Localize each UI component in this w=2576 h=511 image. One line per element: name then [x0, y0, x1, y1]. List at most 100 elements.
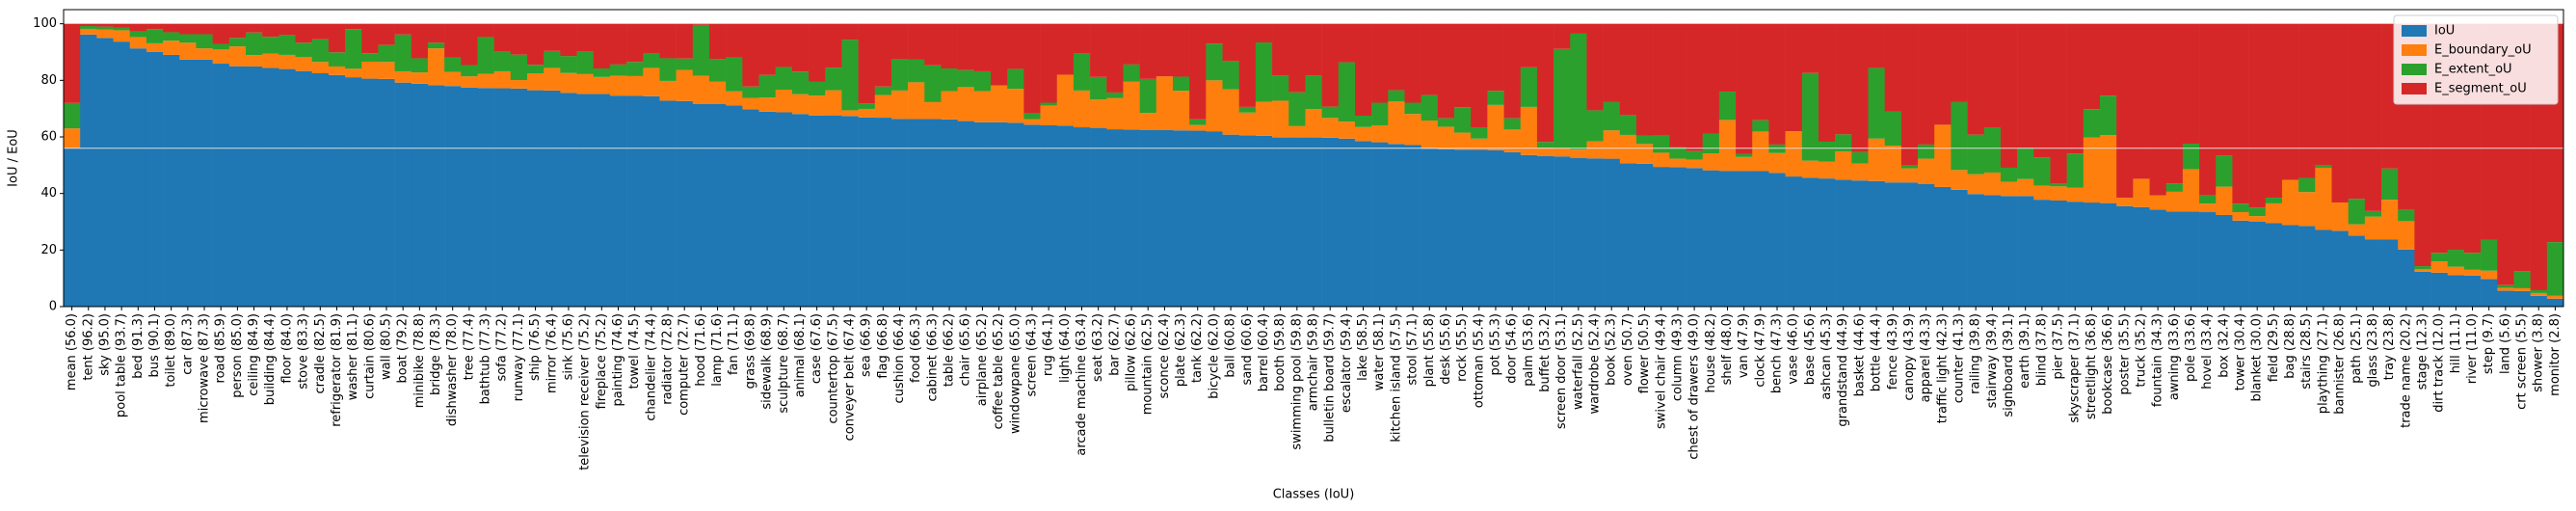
bar-segment: [527, 65, 544, 73]
bar-segment: [1371, 102, 1389, 125]
bar-segment: [1669, 23, 1686, 148]
bar-segment: [809, 115, 826, 307]
x-tick-label: signboard (39.1): [2002, 313, 2016, 417]
bar-segment: [1818, 141, 1836, 162]
bar-segment: [1288, 137, 1306, 307]
bar-segment: [328, 74, 346, 307]
bar-segment: [1437, 126, 1455, 149]
bar-segment: [1818, 23, 1836, 142]
bar-segment: [411, 23, 429, 59]
bar-segment: [1090, 127, 1107, 307]
bar-segment: [1570, 158, 1587, 307]
bar-segment: [1189, 119, 1207, 125]
bar-segment: [2033, 23, 2051, 158]
bar-segment: [2447, 275, 2465, 307]
bar-segment: [1868, 180, 1885, 307]
bar-segment: [858, 23, 876, 104]
x-tick-label: pillow (62.6): [1125, 313, 1139, 391]
bar-segment: [890, 23, 909, 60]
bar-segment: [311, 23, 330, 40]
bar-segment: [1487, 91, 1504, 105]
bar-segment: [726, 57, 743, 92]
bar-segment: [279, 54, 296, 69]
bar-segment: [477, 88, 494, 308]
bar-segment: [1635, 144, 1654, 164]
x-tick-label: plant (55.8): [1422, 313, 1437, 387]
bar-segment: [1155, 23, 1174, 77]
bar-segment: [228, 23, 247, 39]
x-tick-label: hood (71.6): [694, 313, 708, 387]
bar-segment: [692, 103, 710, 308]
bar-segment: [461, 23, 478, 66]
bar-segment: [2497, 290, 2514, 307]
y-tick-label: 40: [40, 186, 57, 201]
bar-segment: [957, 69, 975, 88]
bar-segment: [1206, 23, 1223, 44]
x-tick-label: land (5.6): [2498, 313, 2512, 374]
x-tick-label: bicycle (62.0): [1207, 313, 1221, 399]
bar-segment: [2066, 153, 2085, 188]
bar-segment: [841, 23, 859, 40]
bar-segment: [2099, 202, 2117, 307]
bar-segment: [2414, 266, 2431, 269]
bar-segment: [1255, 101, 1273, 136]
bar-segment: [2165, 23, 2184, 184]
bar-segment: [1702, 133, 1720, 154]
bar-segment: [64, 23, 81, 103]
bar-segment: [2232, 23, 2249, 204]
bar-segment: [477, 23, 494, 38]
bar-segment: [1421, 23, 1439, 95]
bar-segment: [2298, 177, 2316, 193]
x-tick-label: bed (91.3): [131, 313, 146, 379]
bar-segment: [1222, 89, 1239, 135]
bar-segment: [1851, 151, 1869, 164]
x-tick-label: animal (68.1): [793, 313, 808, 397]
legend-label: E_extent_oU: [2434, 63, 2512, 77]
bar-segment: [113, 23, 131, 28]
x-tick-label: book (52.3): [1605, 313, 1619, 386]
bar-segment: [2463, 253, 2482, 270]
bar-segment: [1718, 120, 1737, 172]
bar-segment: [113, 41, 131, 307]
x-tick-label: stairs (28.5): [2299, 313, 2314, 390]
bar-segment: [991, 121, 1008, 307]
bar-segment: [2513, 271, 2531, 288]
bar-segment: [2398, 221, 2415, 250]
bar-segment: [1586, 141, 1604, 159]
bar-segment: [758, 23, 776, 75]
bar-segment: [924, 119, 942, 308]
bar-segment: [692, 24, 710, 76]
bar-segment: [2281, 179, 2299, 226]
x-tick-label: truck (35.2): [2134, 313, 2148, 388]
x-tick-label: sea (66.9): [860, 313, 874, 377]
x-tick-label: van (47.9): [1737, 313, 1751, 378]
bar-segment: [941, 91, 958, 120]
bar-segment: [477, 37, 494, 74]
x-tick-label: step (9.7): [2482, 313, 2496, 374]
bar-segment: [1106, 92, 1124, 98]
bar-segment: [659, 58, 677, 81]
x-tick-label: river (11.0): [2465, 313, 2480, 384]
bar-segment: [1238, 23, 1257, 107]
x-tick-label: swimming pool (59.8): [1289, 313, 1304, 450]
bar-segment: [510, 23, 528, 55]
bar-segment: [626, 62, 644, 76]
bar-segment: [1768, 152, 1786, 174]
x-tick-label: shelf (48.0): [1720, 313, 1735, 385]
bar-segment: [1073, 53, 1091, 91]
bar-segment: [858, 117, 876, 307]
bar-segment: [64, 128, 81, 148]
bar-segment: [1056, 125, 1075, 307]
bar-segment: [1206, 80, 1223, 132]
bar-segment: [726, 23, 743, 58]
bar-segment: [1305, 109, 1322, 138]
bar-segment: [1272, 137, 1289, 307]
bar-segment: [1951, 170, 1968, 190]
bar-segment: [742, 23, 759, 87]
bar-segment: [1586, 23, 1604, 111]
bar-segment: [2298, 226, 2316, 307]
bar-segment: [1106, 129, 1124, 307]
bar-segment: [1736, 171, 1753, 307]
bar-segment: [1321, 118, 1340, 138]
x-tick-label: chandelier (74.4): [644, 313, 658, 421]
